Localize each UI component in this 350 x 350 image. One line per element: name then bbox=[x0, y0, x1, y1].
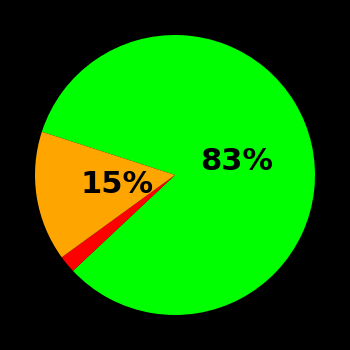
Wedge shape bbox=[42, 35, 315, 315]
Text: 83%: 83% bbox=[200, 147, 273, 176]
Wedge shape bbox=[35, 132, 175, 257]
Wedge shape bbox=[62, 175, 175, 271]
Text: 15%: 15% bbox=[80, 170, 154, 199]
